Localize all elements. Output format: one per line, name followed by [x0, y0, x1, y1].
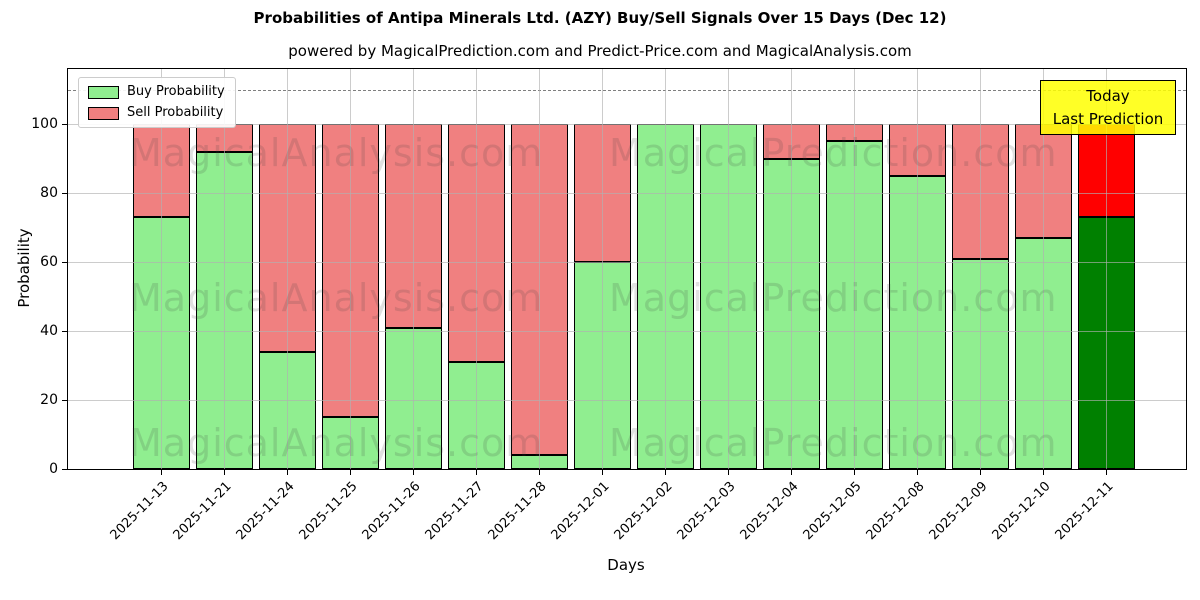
x-gridline: [539, 69, 540, 469]
x-tick-mark: [160, 469, 162, 475]
today-annotation-line: Last Prediction: [1052, 109, 1164, 128]
x-gridline: [854, 69, 855, 469]
x-tick-label: 2025-12-02: [611, 479, 676, 544]
watermark-text: MagicalAnalysis.com: [129, 276, 544, 320]
x-gridline: [1043, 69, 1044, 469]
x-gridline: [665, 69, 666, 469]
x-gridline: [413, 69, 414, 469]
x-gridline: [287, 69, 288, 469]
x-tick-labels: 2025-11-13 2025-11-21 2025-11-24 2025-11-25…: [68, 469, 1186, 569]
dashed-threshold-line: [68, 89, 1186, 91]
plot-area: 0 20 40 60 80 100 2025-11-13 2025-11-21 2025-11-…: [31, 68, 1187, 543]
x-gridline: [476, 69, 477, 469]
x-tick-mark: [475, 469, 477, 475]
x-tick-mark: [601, 469, 603, 475]
y-tick-label: 100: [31, 116, 58, 133]
y-tick-label: 20: [40, 392, 58, 409]
today-annotation: Today Last Prediction: [1040, 80, 1176, 135]
x-tick-label: 2025-12-11: [1052, 479, 1117, 544]
y-tick-label: 80: [40, 185, 58, 202]
x-tick-mark: [349, 469, 351, 475]
watermark-text: MagicalAnalysis.com: [129, 131, 544, 175]
x-tick-label: 2025-11-28: [485, 479, 550, 544]
x-tick-label: 2025-12-01: [548, 479, 613, 544]
y-tick-mark: [62, 261, 68, 263]
x-axis-label: Days: [607, 556, 645, 574]
y-tick-label: 60: [40, 254, 58, 271]
watermark-text: MagicalAnalysis.com: [129, 421, 544, 465]
legend-label: Sell Probability: [127, 105, 224, 120]
y-tick-mark: [62, 123, 68, 125]
x-tick-label: 2025-11-24: [233, 479, 298, 544]
x-tick-label: 2025-12-09: [926, 479, 991, 544]
x-tick-mark: [664, 469, 666, 475]
chart-title: Probabilities of Antipa Minerals Ltd. (A…: [253, 9, 947, 27]
x-gridline: [350, 69, 351, 469]
legend-entry: Sell Probability: [88, 106, 225, 120]
today-annotation-line: Today: [1086, 87, 1130, 105]
x-gridline: [917, 69, 918, 469]
legend: Buy Probability Sell Probability: [78, 77, 236, 128]
y-tick-mark: [62, 399, 68, 401]
x-tick-mark: [727, 469, 729, 475]
chart-subtitle: powered by MagicalPrediction.com and Pre…: [288, 42, 912, 60]
x-tick-label: 2025-12-03: [674, 479, 739, 544]
x-gridline: [728, 69, 729, 469]
watermark-text: MagicalPrediction.com: [609, 421, 1058, 465]
watermark-text: MagicalPrediction.com: [609, 276, 1058, 320]
legend-swatch-icon: [88, 85, 119, 99]
x-gridline: [1106, 69, 1107, 469]
x-tick-label: 2025-11-13: [107, 479, 172, 544]
x-gridline: [791, 69, 792, 469]
x-tick-label: 2025-12-04: [737, 479, 802, 544]
x-tick-mark: [790, 469, 792, 475]
x-tick-label: 2025-12-05: [800, 479, 865, 544]
y-gridline: [68, 262, 1186, 264]
y-gridline: [68, 331, 1186, 333]
x-tick-label: 2025-11-25: [296, 479, 361, 544]
x-tick-label: 2025-11-26: [359, 479, 424, 544]
y-gridline: [68, 400, 1186, 402]
x-tick-mark: [538, 469, 540, 475]
y-tick-mark: [62, 330, 68, 332]
x-tick-label: 2025-11-27: [422, 479, 487, 544]
x-tick-mark: [412, 469, 414, 475]
y-tick-label: 40: [40, 323, 58, 340]
x-tick-mark: [979, 469, 981, 475]
legend-entry: Buy Probability: [88, 85, 225, 99]
x-tick-mark: [853, 469, 855, 475]
y-gridline: [68, 124, 1186, 126]
x-tick-label: 2025-12-08: [863, 479, 928, 544]
x-tick-label: 2025-11-21: [170, 479, 235, 544]
y-tick-mark: [62, 192, 68, 194]
y-gridline: [68, 193, 1186, 195]
x-gridline: [161, 69, 162, 469]
x-tick-mark: [1105, 469, 1107, 475]
legend-swatch-icon: [88, 106, 119, 120]
watermark-text: MagicalPrediction.com: [609, 131, 1058, 175]
x-tick-mark: [223, 469, 225, 475]
legend-label: Buy Probability: [127, 84, 225, 99]
x-gridline: [602, 69, 603, 469]
x-gridline: [224, 69, 225, 469]
y-tick-mark: [62, 468, 68, 470]
x-tick-mark: [1042, 469, 1044, 475]
x-gridline: [980, 69, 981, 469]
x-tick-mark: [286, 469, 288, 475]
y-tick-label: 0: [49, 461, 58, 477]
x-tick-mark: [916, 469, 918, 475]
x-tick-label: 2025-12-10: [989, 479, 1054, 544]
